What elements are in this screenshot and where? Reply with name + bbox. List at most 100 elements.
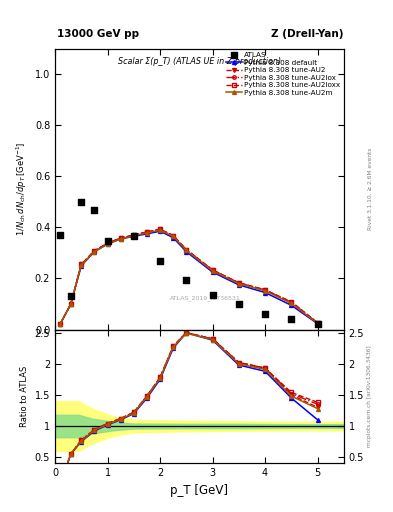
Pythia 8.308 tune-AU2m (105, 241, 110, 247)
Pythia 8.308 tune-AU2loxx (105, 240, 110, 246)
Pythia 8.308 tune-AU2 (171, 232, 176, 239)
Pythia 8.308 tune-AU2m (79, 262, 84, 268)
Pythia 8.308 tune-AU2 (105, 240, 110, 246)
Pythia 8.308 tune-AU2lox (58, 321, 62, 327)
Pythia 8.308 default (158, 228, 162, 234)
Line: Pythia 8.308 tune-AU2: Pythia 8.308 tune-AU2 (58, 227, 320, 326)
ATLAS (262, 310, 268, 318)
Pythia 8.308 tune-AU2m (289, 300, 294, 306)
Pythia 8.308 tune-AU2m (237, 281, 241, 287)
Pythia 8.308 tune-AU2 (210, 267, 215, 273)
Pythia 8.308 tune-AU2m (68, 301, 73, 307)
Pythia 8.308 tune-AU2m (184, 247, 189, 253)
Pythia 8.308 tune-AU2m (92, 249, 97, 255)
Pythia 8.308 tune-AU2 (237, 280, 241, 286)
Pythia 8.308 default (68, 301, 73, 307)
Pythia 8.308 tune-AU2 (145, 229, 149, 235)
Pythia 8.308 default (263, 289, 268, 295)
Pythia 8.308 tune-AU2loxx (210, 267, 215, 273)
Pythia 8.308 tune-AU2m (131, 233, 136, 239)
Pythia 8.308 tune-AU2m (58, 321, 62, 327)
Pythia 8.308 tune-AU2m (118, 236, 123, 242)
Pythia 8.308 default (145, 231, 149, 237)
Pythia 8.308 tune-AU2 (79, 262, 84, 268)
Pythia 8.308 tune-AU2loxx (315, 319, 320, 326)
Pythia 8.308 default (315, 321, 320, 327)
Pythia 8.308 tune-AU2 (58, 321, 62, 327)
Pythia 8.308 tune-AU2loxx (118, 235, 123, 241)
Pythia 8.308 default (92, 249, 97, 255)
Pythia 8.308 default (289, 302, 294, 308)
Line: Pythia 8.308 tune-AU2m: Pythia 8.308 tune-AU2m (58, 228, 320, 326)
Pythia 8.308 tune-AU2loxx (263, 287, 268, 293)
Pythia 8.308 default (131, 233, 136, 240)
Text: Rivet 3.1.10, ≥ 2.6M events: Rivet 3.1.10, ≥ 2.6M events (367, 148, 373, 230)
Pythia 8.308 tune-AU2loxx (92, 248, 97, 254)
Pythia 8.308 tune-AU2loxx (171, 232, 176, 239)
Pythia 8.308 tune-AU2m (315, 321, 320, 327)
Pythia 8.308 default (79, 263, 84, 269)
Line: Pythia 8.308 tune-AU2loxx: Pythia 8.308 tune-AU2loxx (59, 228, 320, 326)
Pythia 8.308 tune-AU2lox (105, 240, 110, 246)
ATLAS (91, 205, 97, 214)
Pythia 8.308 tune-AU2lox (184, 247, 189, 253)
Pythia 8.308 tune-AU2loxx (131, 232, 136, 238)
Pythia 8.308 tune-AU2m (145, 230, 149, 236)
Pythia 8.308 tune-AU2loxx (58, 321, 62, 327)
Pythia 8.308 tune-AU2 (289, 300, 294, 306)
Pythia 8.308 tune-AU2lox (145, 229, 149, 235)
ATLAS (68, 292, 74, 301)
Pythia 8.308 default (58, 321, 62, 327)
Line: Pythia 8.308 tune-AU2lox: Pythia 8.308 tune-AU2lox (59, 228, 320, 326)
Pythia 8.308 tune-AU2m (263, 288, 268, 294)
ATLAS (78, 198, 84, 206)
Pythia 8.308 tune-AU2loxx (184, 247, 189, 253)
Pythia 8.308 tune-AU2lox (237, 280, 241, 286)
Pythia 8.308 default (237, 282, 241, 288)
Y-axis label: $1/N_\mathrm{ch}\,dN_\mathrm{ch}/dp_T\,[\mathrm{GeV}^{-1}]$: $1/N_\mathrm{ch}\,dN_\mathrm{ch}/dp_T\,[… (15, 142, 29, 237)
Pythia 8.308 tune-AU2lox (158, 226, 162, 232)
Text: 13000 GeV pp: 13000 GeV pp (57, 29, 139, 39)
Pythia 8.308 tune-AU2loxx (68, 301, 73, 307)
Pythia 8.308 tune-AU2lox (171, 232, 176, 239)
Pythia 8.308 tune-AU2m (210, 268, 215, 274)
Pythia 8.308 tune-AU2lox (68, 301, 73, 307)
Pythia 8.308 tune-AU2loxx (289, 298, 294, 305)
Pythia 8.308 tune-AU2lox (263, 287, 268, 293)
Pythia 8.308 tune-AU2 (118, 235, 123, 241)
ATLAS (130, 232, 137, 241)
Pythia 8.308 tune-AU2m (171, 233, 176, 240)
Text: Scalar Σ(p_T) (ATLAS UE in Z production): Scalar Σ(p_T) (ATLAS UE in Z production) (118, 57, 281, 66)
Pythia 8.308 tune-AU2 (184, 247, 189, 253)
Pythia 8.308 tune-AU2m (158, 227, 162, 233)
Pythia 8.308 default (171, 234, 176, 241)
Pythia 8.308 tune-AU2loxx (237, 280, 241, 286)
Pythia 8.308 tune-AU2 (131, 232, 136, 238)
Pythia 8.308 tune-AU2 (92, 248, 97, 254)
Pythia 8.308 tune-AU2lox (315, 320, 320, 326)
Pythia 8.308 default (105, 241, 110, 247)
Pythia 8.308 tune-AU2lox (131, 232, 136, 238)
ATLAS (209, 291, 216, 299)
Pythia 8.308 tune-AU2lox (118, 235, 123, 241)
ATLAS (105, 238, 111, 246)
Pythia 8.308 tune-AU2lox (289, 299, 294, 305)
Line: Pythia 8.308 default: Pythia 8.308 default (58, 229, 320, 326)
Y-axis label: Ratio to ATLAS: Ratio to ATLAS (20, 366, 29, 427)
ATLAS (57, 231, 63, 239)
Pythia 8.308 tune-AU2 (263, 287, 268, 293)
ATLAS (314, 320, 321, 328)
Pythia 8.308 default (184, 249, 189, 255)
Pythia 8.308 tune-AU2loxx (79, 262, 84, 268)
X-axis label: p_T [GeV]: p_T [GeV] (171, 484, 228, 497)
Pythia 8.308 tune-AU2 (68, 301, 73, 307)
Pythia 8.308 tune-AU2lox (79, 262, 84, 268)
Pythia 8.308 tune-AU2loxx (158, 226, 162, 232)
Pythia 8.308 tune-AU2loxx (145, 229, 149, 235)
Pythia 8.308 tune-AU2 (158, 226, 162, 232)
ATLAS (157, 257, 163, 265)
Pythia 8.308 tune-AU2lox (92, 248, 97, 254)
ATLAS (183, 275, 189, 284)
Pythia 8.308 default (118, 236, 123, 242)
Pythia 8.308 default (210, 269, 215, 275)
